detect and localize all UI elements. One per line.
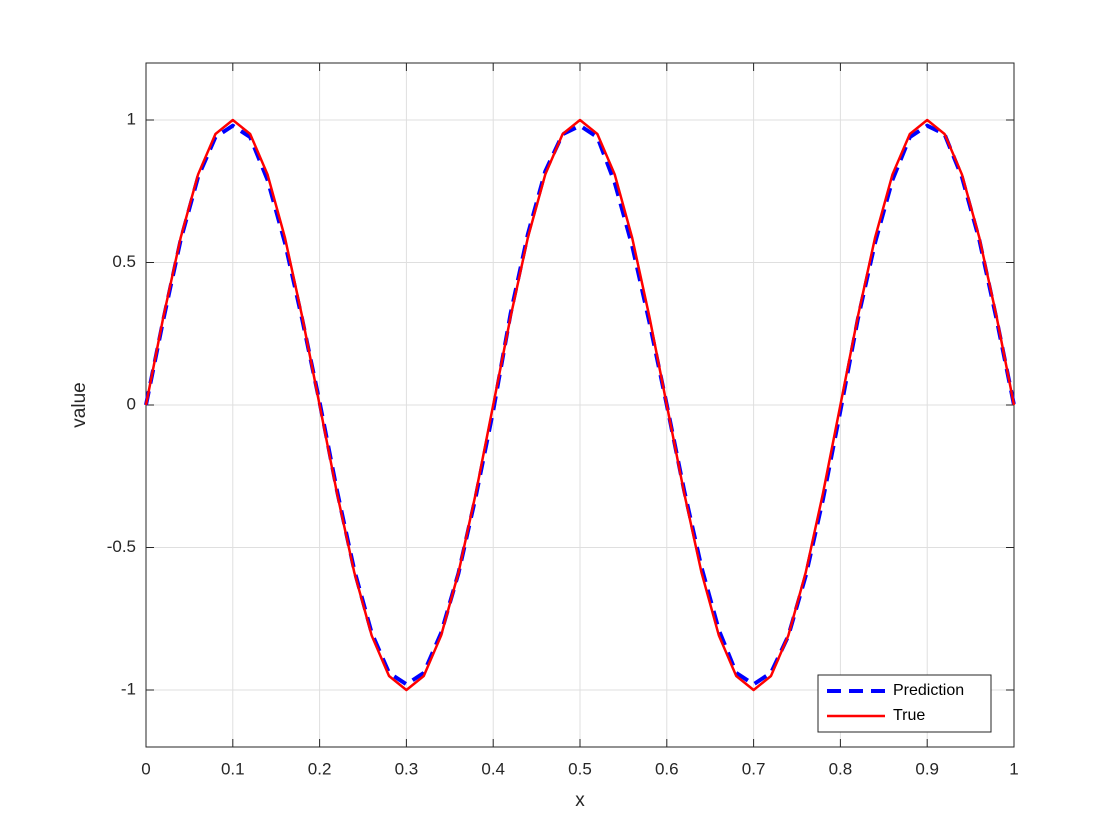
series-line	[144, 118, 1016, 692]
y-tick-label: 0	[127, 394, 136, 413]
x-tick-label: 0.6	[655, 759, 679, 778]
x-tick-label: 0.8	[829, 759, 853, 778]
x-tick-label: 0.2	[308, 759, 332, 778]
x-tick-label: 0.3	[395, 759, 419, 778]
x-tick-label: 0.5	[568, 759, 592, 778]
x-tick-label: 0.9	[915, 759, 939, 778]
y-tick-label: 1	[127, 109, 136, 128]
x-tick-label: 0	[141, 759, 150, 778]
y-axis-label: value	[69, 382, 90, 427]
x-tick-label: 0.7	[742, 759, 766, 778]
y-tick-label: -0.5	[107, 537, 136, 556]
legend-label: True	[893, 707, 925, 724]
legend-box	[817, 674, 992, 733]
x-tick-label: 0.1	[221, 759, 245, 778]
x-tick-label: 0.4	[481, 759, 505, 778]
x-tick-label: 1	[1009, 759, 1018, 778]
legend-label: Prediction	[893, 682, 964, 699]
y-tick-label: 0.5	[112, 252, 136, 271]
y-tick-label: -1	[121, 679, 136, 698]
x-axis-label: x	[575, 790, 585, 811]
